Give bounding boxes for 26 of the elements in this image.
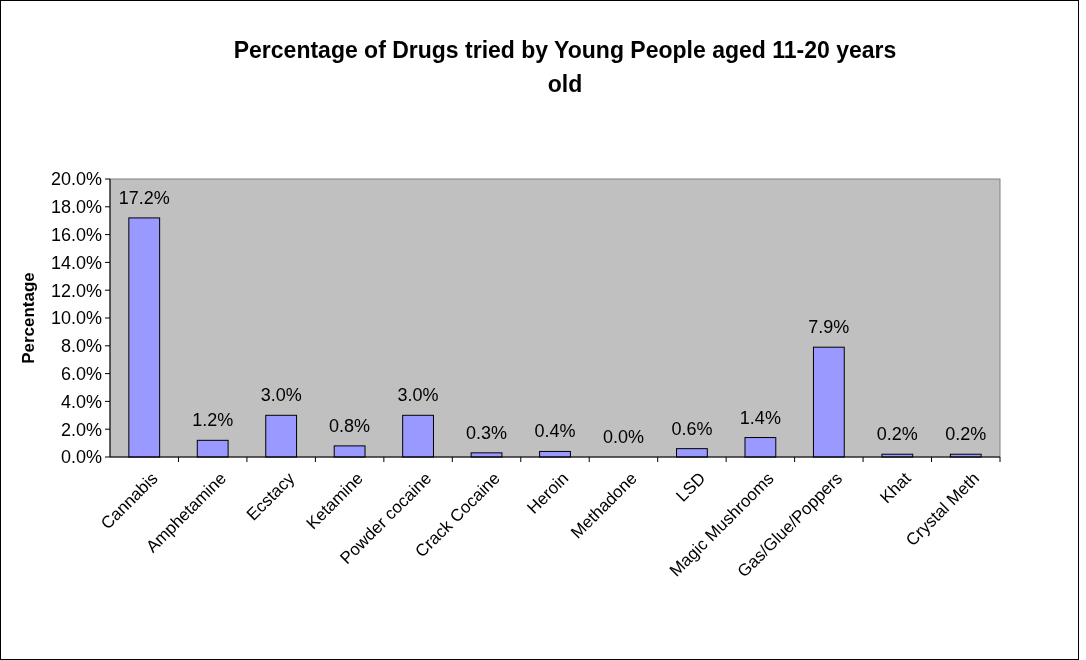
data-label: 17.2%	[118, 187, 170, 208]
data-label: 0.2%	[945, 424, 987, 445]
y-tick-label: 4.0%	[60, 391, 102, 412]
data-label: 0.3%	[466, 422, 508, 443]
y-tick-label: 18.0%	[50, 197, 102, 218]
data-label: 0.0%	[602, 427, 644, 447]
chart-title: Percentage of Drugs tried by Young People aged 11-20 years old	[233, 37, 897, 97]
data-label: 1.2%	[192, 410, 234, 431]
data-label: 0.8%	[329, 415, 371, 436]
y-tick-label: 20.0%	[50, 169, 102, 190]
data-label: 7.9%	[808, 317, 850, 338]
data-label: 3.0%	[260, 385, 302, 406]
data-label: 0.4%	[534, 421, 576, 442]
y-tick-label: 12.0%	[50, 280, 102, 301]
y-tick-label: 6.0%	[60, 363, 102, 384]
y-axis-title: Percentage	[19, 272, 38, 364]
data-label: 0.2%	[876, 424, 918, 445]
data-label: 0.6%	[671, 418, 713, 439]
y-tick-label: 16.0%	[50, 224, 102, 245]
y-tick-label: 2.0%	[60, 419, 102, 440]
y-tick-label: 10.0%	[50, 308, 102, 329]
data-label: 1.4%	[739, 407, 781, 428]
y-tick-label: 0.0%	[60, 447, 102, 468]
y-tick-label: 14.0%	[50, 252, 102, 273]
data-label: 3.0%	[397, 385, 439, 406]
y-tick-label: 8.0%	[60, 336, 102, 357]
